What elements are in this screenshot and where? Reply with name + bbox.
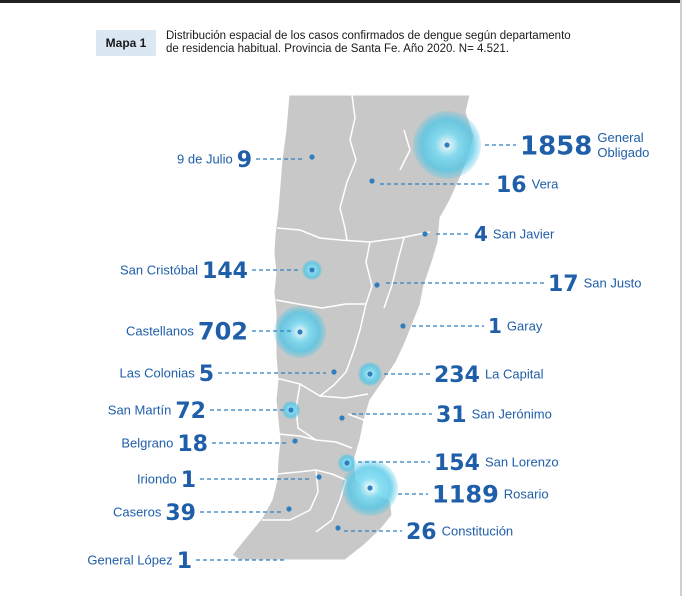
dot-garay (400, 323, 406, 329)
dot-rosario (367, 485, 373, 491)
map-number-badge: Mapa 1 (96, 30, 156, 56)
label-rosario: 1189 Rosario (432, 481, 549, 509)
dept-name-caseros: Caseros (113, 505, 162, 520)
case-count-san-martin: 72 (175, 399, 206, 424)
dept-name-general-obligado: General Obligado (597, 130, 649, 160)
dot-9-de-julio (309, 154, 315, 160)
case-count-san-lorenzo: 154 (434, 451, 480, 476)
dept-name-garay: Garay (507, 319, 543, 334)
case-count-las-colonias: 5 (199, 362, 214, 387)
map-caption: Distribución espacial de los casos confi… (166, 30, 636, 56)
dot-san-cristobal (309, 267, 315, 273)
dept-name-constitucion: Constitución (442, 524, 514, 539)
dept-name-vera: Vera (532, 177, 560, 192)
dot-general-obligado (444, 142, 450, 148)
case-count-iriondo: 1 (181, 468, 196, 493)
dot-san-jeronimo (339, 415, 345, 421)
page-right-rule (680, 0, 682, 596)
caption-line-2: de residencia habitual. Provincia de San… (166, 43, 509, 55)
case-count-san-cristobal: 144 (202, 259, 248, 284)
case-count-vera: 16 (496, 173, 527, 198)
dept-name-iriondo: Iriondo (137, 472, 177, 487)
label-general-lopez: 1 General López (87, 549, 192, 574)
dot-caseros (286, 506, 292, 512)
dept-name-san-lorenzo: San Lorenzo (485, 455, 559, 470)
case-count-rosario: 1189 (432, 481, 499, 509)
label-general-obligado: 1858 General Obligado (520, 130, 649, 161)
dept-name-san-martin: San Martín (108, 403, 172, 418)
dept-name-belgrano: Belgrano (121, 436, 173, 451)
dot-la-capital (367, 371, 373, 377)
dept-name-san-justo: San Justo (584, 276, 642, 291)
label-garay: 1 Garay (488, 314, 543, 338)
case-count-9-de-julio: 9 (237, 148, 252, 173)
label-9-de-julio: 9 9 de Julio (177, 148, 252, 173)
dot-san-justo (374, 282, 380, 288)
dot-san-martin (288, 407, 294, 413)
dept-name-la-capital: La Capital (485, 367, 544, 382)
case-count-general-obligado: 1858 (520, 131, 592, 161)
label-belgrano: 18 Belgrano (121, 432, 208, 457)
department-boundaries (262, 94, 431, 533)
label-vera: 16 Vera (496, 173, 559, 198)
label-san-jeronimo: 31 San Jerónimo (436, 403, 552, 428)
case-count-garay: 1 (488, 314, 502, 338)
case-count-belgrano: 18 (177, 432, 208, 457)
dot-vera (369, 178, 375, 184)
dot-las-colonias (331, 369, 337, 375)
case-count-san-javier: 4 (474, 222, 488, 246)
dot-castellanos (297, 329, 303, 335)
case-count-constitucion: 26 (406, 520, 437, 545)
label-san-lorenzo: 154 San Lorenzo (434, 451, 559, 476)
case-count-caseros: 39 (165, 501, 196, 526)
dept-name-9-de-julio: 9 de Julio (177, 152, 233, 167)
dot-san-lorenzo (344, 460, 350, 466)
label-san-cristobal: 144 San Cristóbal (120, 259, 248, 284)
department-labels: 9 9 de Julio 1858 General Obligado 16 Vera 4 San… (87, 130, 649, 574)
caption-line-1: Distribución espacial de los casos confi… (166, 30, 571, 42)
dot-constitucion (335, 525, 341, 531)
page-top-rule (0, 0, 680, 3)
dot-belgrano (292, 438, 298, 444)
label-constitucion: 26 Constitución (406, 520, 513, 545)
case-count-san-justo: 17 (548, 272, 579, 297)
dot-iriondo (316, 474, 322, 480)
dot-san-javier (422, 231, 428, 237)
case-count-general-lopez: 1 (177, 549, 192, 574)
map-header: Mapa 1 Distribución espacial de los caso… (96, 30, 656, 60)
case-count-castellanos: 702 (198, 318, 248, 346)
label-san-javier: 4 San Javier (474, 222, 555, 246)
leader-lines (196, 142, 544, 561)
dept-name-san-javier: San Javier (493, 227, 555, 242)
dept-name-general-lopez: General López (87, 553, 172, 568)
dept-name-las-colonias: Las Colonias (120, 366, 196, 381)
dept-name-san-cristobal: San Cristóbal (120, 263, 198, 278)
dept-name-rosario: Rosario (504, 487, 549, 502)
label-iriondo: 1 Iriondo (137, 468, 196, 493)
label-san-justo: 17 San Justo (548, 272, 641, 297)
label-castellanos: 702 Castellanos (126, 318, 248, 346)
case-count-san-jeronimo: 31 (436, 403, 467, 428)
dept-name-castellanos: Castellanos (126, 324, 194, 339)
case-count-la-capital: 234 (434, 363, 480, 388)
label-la-capital: 234 La Capital (434, 363, 544, 388)
province-outline (231, 94, 475, 561)
dept-name-san-jeronimo: San Jerónimo (472, 407, 552, 422)
